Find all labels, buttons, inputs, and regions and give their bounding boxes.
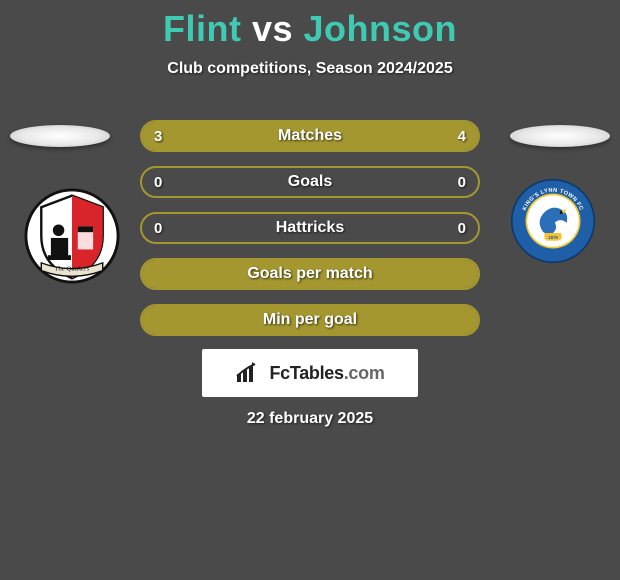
bar-label: Matches <box>142 122 478 150</box>
page-title: Flint vs Johnson <box>0 0 620 50</box>
quakers-shield-icon: The Quakers <box>24 188 120 284</box>
subtitle: Club competitions, Season 2024/2025 <box>0 60 620 78</box>
bar-chart-icon <box>235 362 263 384</box>
stat-bar-goals-per-match: Goals per match <box>140 258 480 290</box>
vs-text: vs <box>252 8 293 49</box>
date-text: 22 february 2025 <box>0 410 620 428</box>
stat-bar-matches: Matches3 4 <box>140 120 480 152</box>
stat-bar-hattricks: Hattricks0 0 <box>140 212 480 244</box>
bar-label: Goals per match <box>142 260 478 288</box>
stat-bar-goals: Goals0 0 <box>140 166 480 198</box>
comparison-bars: Matches34Goals00Hattricks00Goals per mat… <box>140 120 480 350</box>
bar-label: Min per goal <box>142 306 478 334</box>
team-badge-right: 1879 KING'S LYNN TOWN FC THE LINNETS <box>510 178 596 264</box>
ellipse-right <box>510 125 610 147</box>
logo-suffix: .com <box>344 363 385 383</box>
team-badge-left: The Quakers <box>24 188 120 284</box>
bar-value-left: 3 <box>154 122 162 150</box>
svg-text:1879: 1879 <box>548 235 558 240</box>
kings-lynn-roundel-icon: 1879 KING'S LYNN TOWN FC THE LINNETS <box>510 178 596 264</box>
bar-label: Goals <box>142 168 478 196</box>
logo-text: FcTables.com <box>269 363 384 384</box>
bar-value-left: 0 <box>154 168 162 196</box>
bar-value-right: 4 <box>458 122 466 150</box>
stat-bar-min-per-goal: Min per goal <box>140 304 480 336</box>
bar-value-right: 0 <box>458 214 466 242</box>
bar-value-left: 0 <box>154 214 162 242</box>
player1-name: Flint <box>163 8 241 49</box>
fctables-logo: FcTables.com <box>202 349 418 397</box>
player2-name: Johnson <box>304 8 458 49</box>
bar-label: Hattricks <box>142 214 478 242</box>
logo-brand: FcTables <box>269 363 343 383</box>
bar-value-right: 0 <box>458 168 466 196</box>
svg-text:The Quakers: The Quakers <box>55 266 90 273</box>
ellipse-left <box>10 125 110 147</box>
